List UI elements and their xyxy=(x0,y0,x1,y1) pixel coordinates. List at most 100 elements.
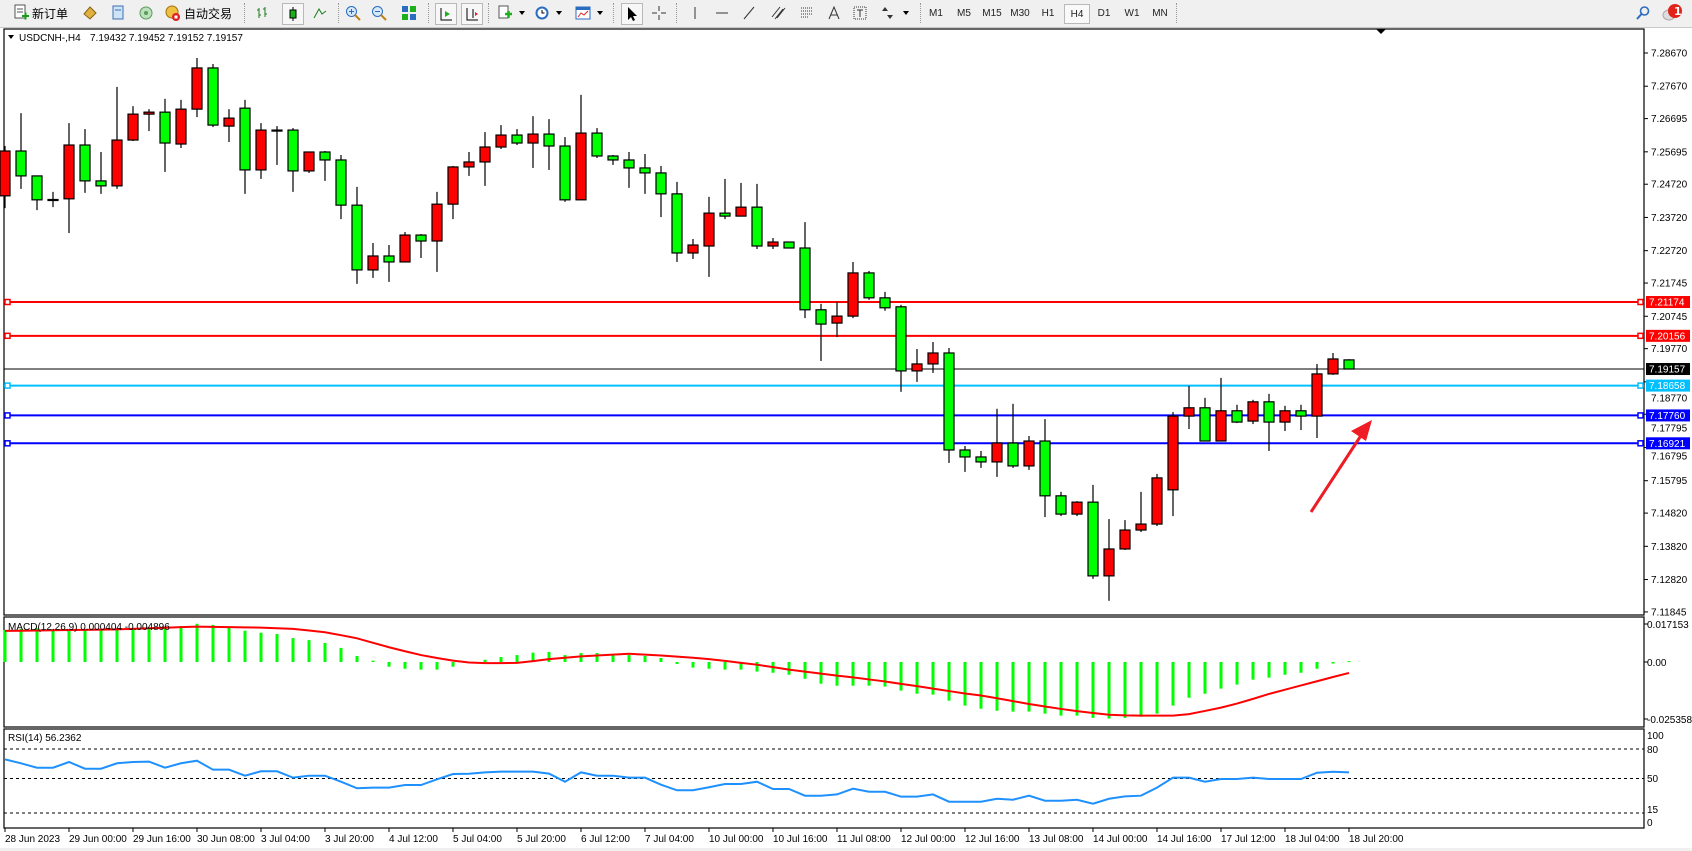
macd-histogram-bar xyxy=(499,657,503,662)
line-handle-right[interactable] xyxy=(1637,382,1644,389)
time-label: 14 Jul 16:00 xyxy=(1157,834,1212,845)
periods-button[interactable] xyxy=(532,3,552,23)
chart-background xyxy=(0,28,1692,848)
candlestick-button[interactable] xyxy=(282,3,304,25)
candle-body-up xyxy=(1327,358,1339,375)
timeframe-h4[interactable]: H4 xyxy=(1064,4,1090,24)
candle xyxy=(959,445,971,472)
candle-body-down xyxy=(607,155,619,161)
candle-body-down xyxy=(815,309,827,325)
tile-windows-button[interactable] xyxy=(399,3,419,23)
line-handle-right[interactable] xyxy=(1637,412,1644,419)
templates-dropdown[interactable] xyxy=(597,11,603,15)
timeframe-h1[interactable]: H1 xyxy=(1041,7,1055,19)
zoom-out-icon xyxy=(372,6,387,21)
line-chart-button[interactable] xyxy=(310,3,330,23)
horizontal-line-button[interactable] xyxy=(712,3,732,23)
candle xyxy=(1231,404,1243,424)
crosshair-button[interactable] xyxy=(649,3,669,23)
timeframe-m5[interactable]: M5 xyxy=(957,7,971,19)
macd-histogram-bar xyxy=(387,662,391,667)
candle xyxy=(431,191,443,272)
data-window-button[interactable] xyxy=(108,3,128,23)
candle xyxy=(399,232,411,263)
collapse-triangle-icon[interactable] xyxy=(8,35,14,39)
vertical-line-button[interactable] xyxy=(685,3,705,23)
candle xyxy=(271,126,283,165)
candle xyxy=(863,270,875,300)
candle-body-down xyxy=(783,241,795,249)
trendline-button[interactable] xyxy=(739,3,759,23)
time-label: 4 Jul 12:00 xyxy=(389,834,438,845)
line-handle-left[interactable] xyxy=(4,298,11,306)
bar-chart-button[interactable] xyxy=(253,3,273,23)
candle-body-down xyxy=(15,150,27,177)
text-label-button[interactable] xyxy=(850,3,870,23)
indicators-button[interactable] xyxy=(495,3,515,23)
candle-body-down xyxy=(1343,359,1355,370)
arrows-button[interactable] xyxy=(877,3,897,23)
candle-body-down xyxy=(639,167,651,174)
timeframe-mn[interactable]: MN xyxy=(1152,7,1168,19)
candle xyxy=(1327,352,1339,375)
annotation-arrow[interactable] xyxy=(1309,420,1372,513)
macd-histogram-bar xyxy=(483,659,487,662)
navigator-button[interactable] xyxy=(136,3,156,23)
line-handle-right[interactable] xyxy=(1637,332,1644,340)
chart-shift-button[interactable] xyxy=(461,3,483,25)
fibonacci-button[interactable] xyxy=(797,3,817,23)
macd-histogram-bar xyxy=(867,662,871,686)
candle xyxy=(623,151,635,188)
candle xyxy=(671,181,683,262)
notification-button[interactable]: 1 xyxy=(1660,3,1686,23)
line-handle-right[interactable] xyxy=(1637,440,1644,447)
candle xyxy=(207,63,219,128)
cursor-button[interactable] xyxy=(621,3,643,25)
macd-histogram-bar xyxy=(1331,662,1335,664)
macd-histogram-bar xyxy=(355,655,359,662)
equidistant-channel-button[interactable] xyxy=(768,3,788,23)
candle xyxy=(367,243,379,278)
text-button[interactable] xyxy=(824,3,844,23)
timeframe-w1[interactable]: W1 xyxy=(1124,7,1140,19)
macd-histogram-bar xyxy=(1059,662,1063,716)
timeframe-m30[interactable]: M30 xyxy=(1010,7,1030,19)
macd-signal-line xyxy=(4,625,1350,717)
line-handle-right[interactable] xyxy=(1637,298,1644,306)
line-handle-left[interactable] xyxy=(4,412,11,419)
autoscroll-button[interactable] xyxy=(435,3,457,25)
periods-dropdown[interactable] xyxy=(556,11,562,15)
auto-trading-button[interactable]: 自动交易 xyxy=(162,3,234,23)
candle xyxy=(879,291,891,311)
line-handle-left[interactable] xyxy=(4,382,11,389)
price-tick-label: 7.24720 xyxy=(1651,180,1688,191)
line-handle-left[interactable] xyxy=(4,440,11,447)
price-tag xyxy=(1646,363,1690,376)
zoom-out-button[interactable] xyxy=(369,3,389,23)
macd-histogram-bar xyxy=(531,652,535,662)
candle-body-up xyxy=(687,244,699,254)
candle-body-up xyxy=(911,363,923,372)
macd-histogram-bar xyxy=(611,655,615,662)
market-watch-button[interactable] xyxy=(80,3,100,23)
timeframe-m1[interactable]: M1 xyxy=(929,7,943,19)
candle xyxy=(767,238,779,249)
search-button[interactable] xyxy=(1633,3,1653,23)
new-order-button[interactable]: 新订单 xyxy=(10,3,72,23)
templates-button[interactable] xyxy=(573,3,593,23)
chart-shift-marker-icon[interactable] xyxy=(1376,29,1386,34)
zoom-in-button[interactable] xyxy=(343,3,363,23)
arrows-dropdown[interactable] xyxy=(903,11,909,15)
candle xyxy=(255,123,267,179)
indicators-dropdown[interactable] xyxy=(519,11,525,15)
line-handle-left[interactable] xyxy=(4,332,11,340)
price-tag-label: 7.16921 xyxy=(1649,439,1686,450)
timeframe-d1[interactable]: D1 xyxy=(1097,7,1111,19)
price-tick-label: 7.25695 xyxy=(1651,147,1688,158)
macd-histogram-bar xyxy=(691,662,695,668)
macd-pane: 0.017153 0.00 -0.025358 xyxy=(3,620,1692,726)
candle-body-up xyxy=(495,134,507,148)
timeframe-m15[interactable]: M15 xyxy=(982,7,1002,19)
equidistant-channel-icon xyxy=(771,6,786,20)
